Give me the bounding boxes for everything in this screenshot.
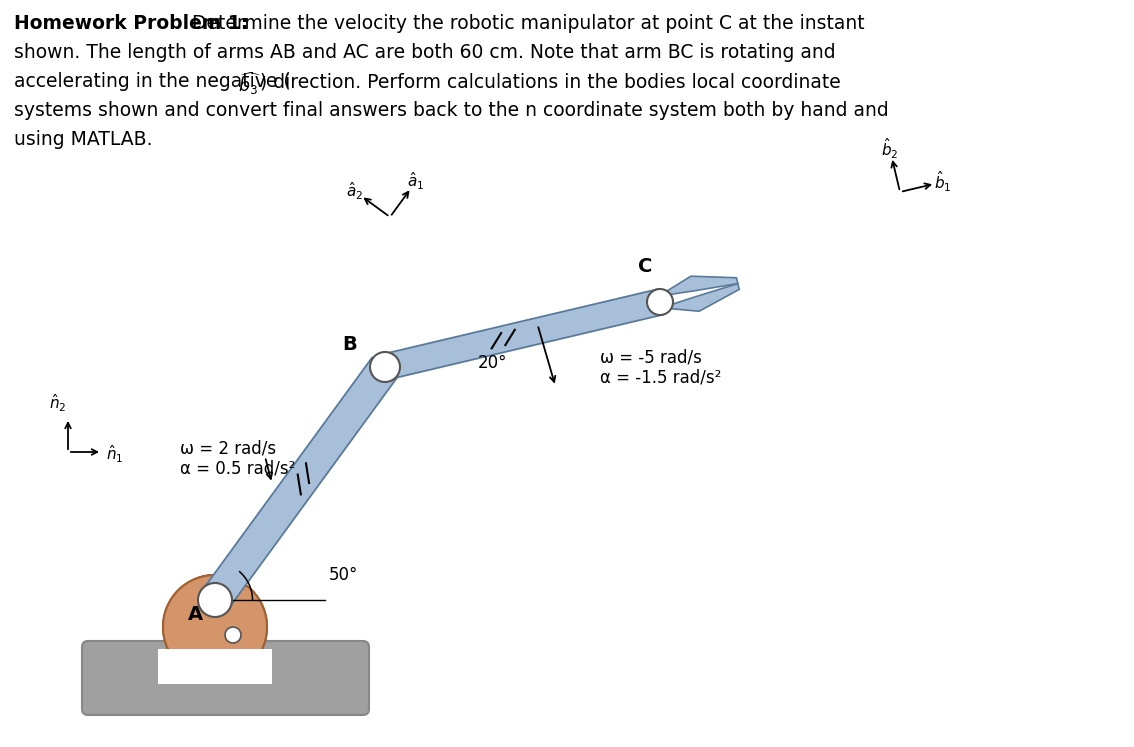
- Text: $\hat{a}_1$: $\hat{a}_1$: [407, 170, 424, 192]
- Text: $\hat{b}_1$: $\hat{b}_1$: [934, 170, 951, 194]
- Text: α = 0.5 rad/s²: α = 0.5 rad/s²: [180, 459, 295, 477]
- Polygon shape: [158, 649, 272, 684]
- Polygon shape: [202, 358, 398, 610]
- Text: C: C: [637, 258, 652, 276]
- Circle shape: [198, 583, 232, 617]
- Wedge shape: [163, 575, 266, 627]
- Text: $\hat{a}_2$: $\hat{a}_2$: [346, 180, 363, 202]
- Text: Determine the velocity the robotic manipulator at point C at the instant: Determine the velocity the robotic manip…: [186, 14, 864, 33]
- Text: ω = -5 rad/s: ω = -5 rad/s: [600, 348, 702, 366]
- Text: $\hat{n}_1$: $\hat{n}_1$: [105, 443, 124, 465]
- Circle shape: [225, 627, 242, 643]
- Circle shape: [648, 289, 672, 315]
- Text: $\hat{n}_2$: $\hat{n}_2$: [49, 392, 66, 414]
- Text: $\hat{b}_2$: $\hat{b}_2$: [881, 137, 898, 161]
- Polygon shape: [659, 276, 738, 296]
- Text: shown. The length of arms AB and AC are both 60 cm. Note that arm BC is rotating: shown. The length of arms AB and AC are …: [14, 43, 836, 62]
- Text: systems shown and convert final answers back to the n coordinate system both by : systems shown and convert final answers …: [14, 101, 889, 120]
- Polygon shape: [382, 289, 663, 379]
- Text: accelerating in the negative (: accelerating in the negative (: [14, 72, 290, 91]
- Text: Homework Problem 1:: Homework Problem 1:: [14, 14, 248, 33]
- Text: ) direction. Perform calculations in the bodies local coordinate: ) direction. Perform calculations in the…: [260, 72, 840, 91]
- Text: A: A: [187, 606, 203, 624]
- FancyBboxPatch shape: [82, 641, 369, 715]
- Text: using MATLAB.: using MATLAB.: [14, 130, 152, 149]
- Circle shape: [163, 575, 266, 679]
- Text: $\widehat{b_3}$: $\widehat{b_3}$: [238, 71, 262, 97]
- Text: 50°: 50°: [329, 566, 358, 584]
- Text: B: B: [342, 335, 357, 355]
- Polygon shape: [661, 284, 739, 311]
- Text: 20°: 20°: [477, 353, 507, 371]
- Circle shape: [370, 352, 400, 382]
- Text: α = -1.5 rad/s²: α = -1.5 rad/s²: [600, 368, 721, 386]
- Text: ω = 2 rad/s: ω = 2 rad/s: [180, 439, 276, 457]
